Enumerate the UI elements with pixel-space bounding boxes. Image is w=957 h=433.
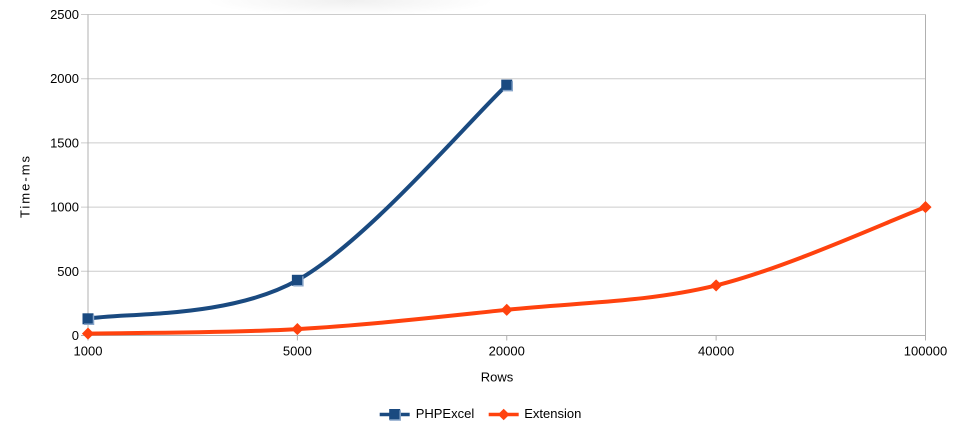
- extension-legend-marker: [488, 408, 519, 420]
- data-point-extension-40000: [710, 279, 723, 292]
- data-point-bevel-phpexcel-5000: [293, 276, 304, 287]
- legend: PHPExcel Extension: [379, 406, 581, 421]
- y-axis-title: Time-ms: [17, 153, 33, 219]
- data-point-phpexcel-20000: [501, 79, 513, 91]
- x-tick-label-1000: 1000: [74, 344, 103, 359]
- data-point-extension-5000: [291, 322, 304, 336]
- y-tick-label-2000: 2000: [50, 71, 79, 86]
- phpexcel-legend-square-bevel: [389, 409, 401, 421]
- x-tick-label-5000: 5000: [283, 344, 312, 359]
- legend-item-phpexcel: PHPExcel: [379, 406, 475, 421]
- legend-label-extension: Extension: [524, 406, 582, 421]
- x-tick-label-20000: 20000: [489, 344, 525, 359]
- data-point-phpexcel-5000: [291, 274, 303, 286]
- legend-item-extension: Extension: [487, 407, 581, 421]
- data-point-extension-1000: [81, 327, 95, 340]
- x-axis-title: Rows: [480, 369, 514, 385]
- data-point-phpexcel-1000: [82, 313, 94, 325]
- y-tick-label-0: 0: [72, 328, 79, 343]
- phpexcel-legend-square-icon: [389, 408, 401, 420]
- y-tick-label-1500: 1500: [50, 135, 79, 150]
- x-tick-label-40000: 40000: [698, 344, 734, 359]
- x-tick-label-100000: 100000: [904, 344, 947, 359]
- phpexcel-legend-marker: [379, 408, 410, 421]
- y-tick-label-2500: 2500: [50, 7, 79, 22]
- data-point-bevel-phpexcel-20000: [502, 81, 513, 92]
- y-tick-label-1000: 1000: [50, 200, 79, 215]
- data-point-extension-100000: [919, 201, 932, 214]
- extension-legend-diamond-icon: [497, 408, 510, 420]
- data-point-bevel-phpexcel-1000: [84, 314, 95, 326]
- legend-label-phpexcel: PHPExcel: [415, 406, 475, 421]
- data-point-extension-20000: [500, 303, 513, 316]
- y-tick-label-500: 500: [57, 264, 79, 279]
